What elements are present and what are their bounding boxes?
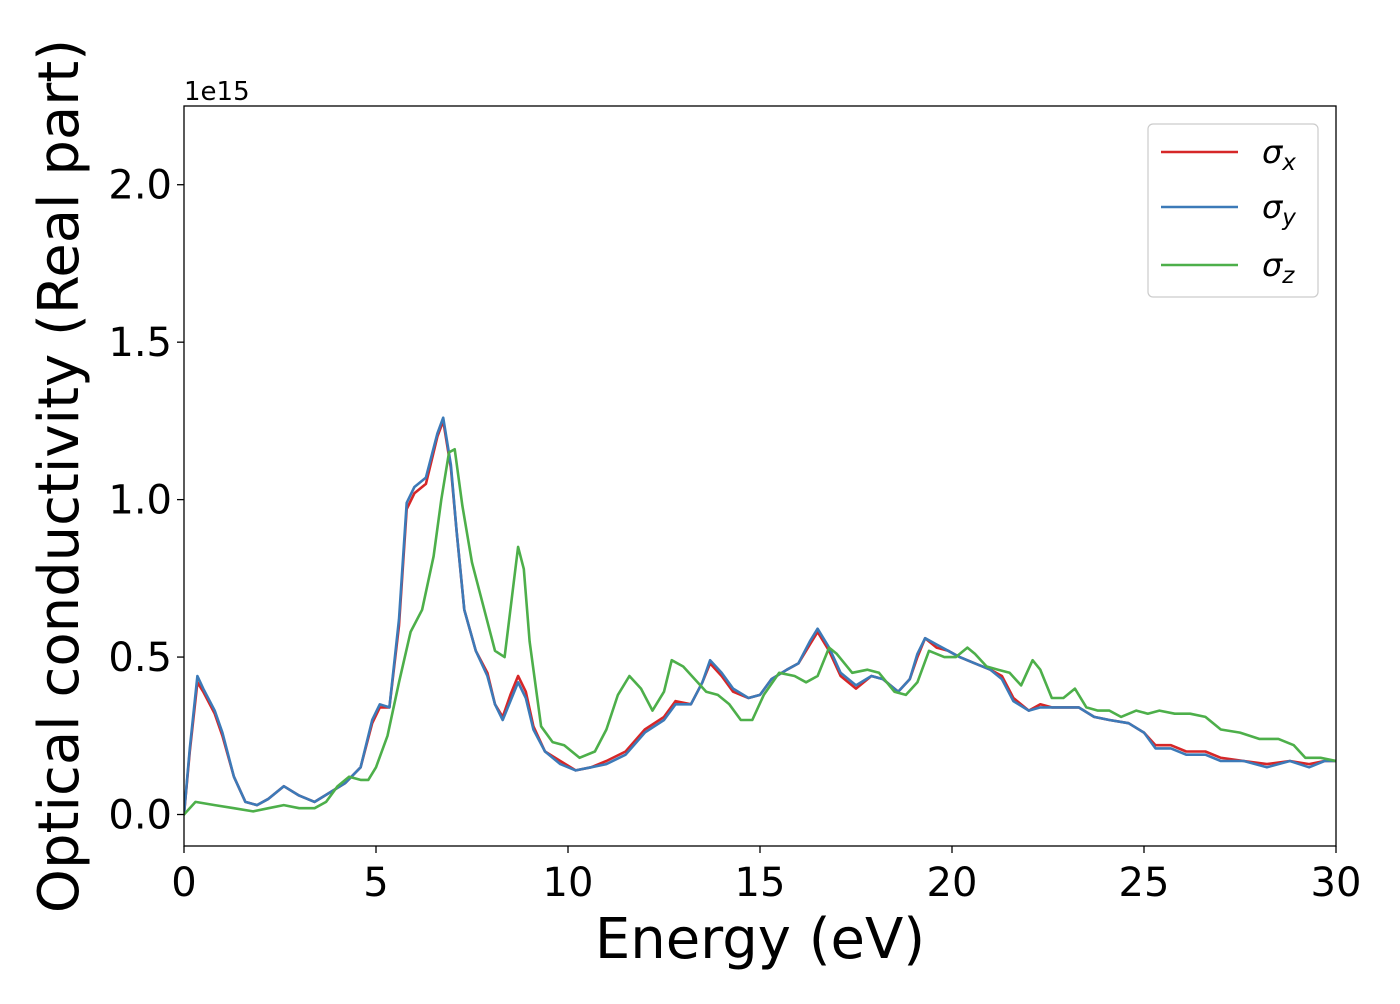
x-tick-label: 0 (171, 860, 196, 906)
legend-label-2: σy (1262, 188, 1296, 231)
y-tick-label: 0.0 (108, 793, 172, 839)
x-tick-label: 10 (543, 860, 594, 906)
series-layer (184, 416, 1336, 816)
x-tick-label: 20 (927, 860, 978, 906)
x-tick-label: 30 (1311, 860, 1362, 906)
y-tick-label: 0.5 (108, 635, 172, 681)
y-axis-title: Optical conductivity (Real part) (27, 39, 92, 913)
y-tick-label: 2.0 (108, 163, 172, 209)
x-tick-label: 5 (363, 860, 388, 906)
x-axis-title: Energy (eV) (595, 907, 925, 972)
legend-entries: σx σy σz (1161, 133, 1296, 289)
series-line-3 (184, 447, 1336, 816)
legend-label-1: σx (1262, 133, 1296, 176)
x-tick-label: 15 (735, 860, 786, 906)
ticks-layer: 0 5 10 15 20 25 30 0.0 0.5 1.0 1.5 2.0 (108, 163, 1361, 906)
legend: σx σy σz (1147, 123, 1319, 298)
series-line-2 (184, 416, 1336, 816)
y-tick-label: 1.5 (108, 320, 172, 366)
x-tick-label: 25 (1119, 860, 1170, 906)
legend-box (1147, 123, 1319, 298)
y-tick-label: 1.0 (108, 478, 172, 524)
y-offset-text: 1e15 (184, 77, 250, 107)
legend-label-3: σz (1262, 246, 1295, 289)
series-line-1 (184, 419, 1336, 816)
